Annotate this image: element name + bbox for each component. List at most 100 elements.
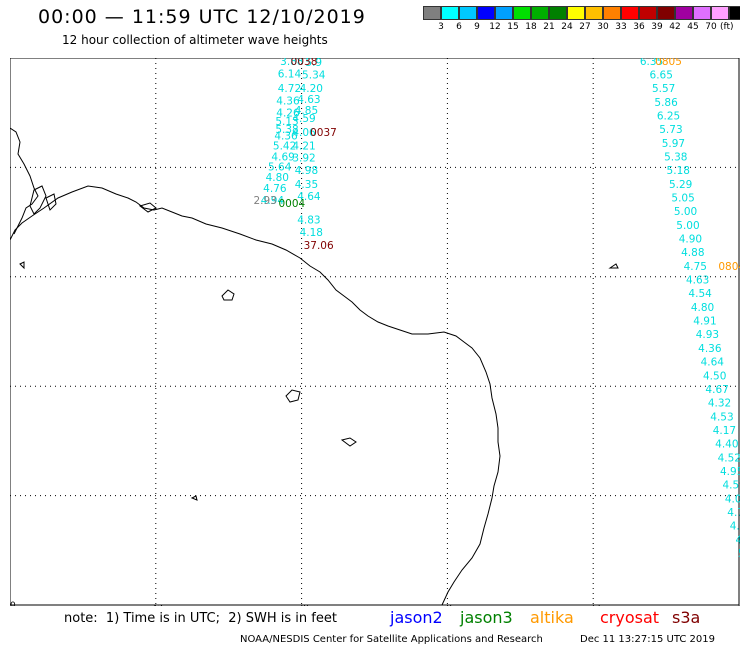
wave-height-label: 4.40 (715, 439, 738, 451)
island-2 (285, 389, 301, 403)
scale-label: 39 (651, 22, 663, 32)
wave-height-label: 4.75 (684, 261, 707, 273)
plot-frame (10, 58, 740, 606)
scale-label: 15 (507, 22, 519, 32)
scale-label: 36 (633, 22, 645, 32)
wave-height-label: 4.17 (713, 425, 736, 437)
wave-height-label: 5.05 (671, 192, 694, 204)
wave-height-label: 4.93 (696, 329, 719, 341)
scale-swatch (459, 6, 477, 20)
wave-height-label: 4.50 (703, 370, 726, 382)
coastline-bay-detail (10, 127, 39, 235)
wave-height-label: 4.32 (708, 398, 731, 410)
wave-height-label: 37.06 (304, 240, 334, 252)
coastline (10, 127, 619, 606)
wave-height-label: 4.36 (698, 343, 722, 355)
scale-swatch (567, 6, 585, 20)
wave-height-label: 4.91 (693, 316, 716, 328)
scale-swatch (693, 6, 711, 20)
legend-cryosat: cryosat (600, 608, 660, 627)
wave-height-label: 5.0 (738, 548, 740, 560)
scale-swatch (423, 6, 441, 20)
wave-height-label: 4.95 (720, 466, 740, 478)
wave-height-label: 3.88 (280, 58, 303, 68)
scale-label: 42 (669, 22, 681, 32)
wave-height-label: 4.98 (295, 165, 318, 177)
y-tick-label: -10 (10, 601, 16, 606)
wave-height-label: 5.64 (268, 161, 292, 173)
map-subtitle: 12 hour collection of altimeter wave hei… (62, 33, 328, 47)
wave-height-label: 5.13 (275, 116, 298, 128)
footer-note: note: 1) Time is in UTC; 2) SWH is in fe… (64, 611, 337, 626)
island-4 (190, 495, 198, 501)
x-tick-label: -36 (440, 604, 455, 606)
wave-height-label: 5.38 (275, 124, 298, 136)
wave-height-label: 4.02 (725, 493, 740, 505)
wave-height-label: 5.9 (305, 58, 322, 69)
pass-time-label: 0004 (279, 198, 306, 210)
scale-label: 30 (597, 22, 609, 32)
wave-height-label: 4.06 (292, 127, 316, 139)
x-tick-label: -30 (732, 604, 740, 606)
wave-height-label: 4.21 (292, 141, 315, 153)
scale-swatch (729, 6, 740, 20)
legend-s3a: s3a (672, 608, 701, 627)
wave-height-label: 4.85 (295, 105, 318, 117)
x-tick-label: -39 (294, 604, 309, 606)
wave-height-label: 5.00 (674, 206, 697, 218)
scale-swatch (441, 6, 459, 20)
pass-time-label: 0037 (310, 127, 337, 139)
pass-time-label: 0804 (718, 261, 740, 273)
wave-height-label: 4.59 (292, 113, 315, 125)
wave-height-label: 4.35 (295, 179, 318, 191)
scale-label: 12 (489, 22, 501, 32)
wave-height-label: 4.64 (297, 191, 321, 203)
wave-height-label: 4.88 (681, 247, 704, 259)
scale-swatch (603, 6, 621, 20)
wave-height-label: 4.63 (297, 94, 320, 106)
scale-label: 6 (456, 22, 462, 32)
wave-height-label: 4.9 (736, 534, 740, 546)
scale-swatch (585, 6, 603, 20)
scale-label: 18 (525, 22, 537, 32)
wave-height-label: 5.38 (664, 151, 687, 163)
scale-label: 70 (705, 22, 717, 32)
wave-height-label: 4.80 (266, 172, 289, 184)
axis-labels: -45-42-39-36-33-300-2-4-6-8-10 (10, 273, 740, 606)
island-6 (608, 263, 619, 269)
x-tick-label: -33 (586, 604, 601, 606)
wave-height-label: 6.35 (640, 58, 663, 68)
color-scale-swatches (423, 6, 740, 20)
wave-height-label: 4.73 (727, 507, 740, 519)
scale-swatch (495, 6, 513, 20)
scale-label: 45 (687, 22, 699, 32)
wave-height-label: 4.67 (705, 384, 728, 396)
scale-label: 9 (474, 22, 480, 32)
map-title: 00:00 — 11:59 UTC 12/10/2019 (38, 6, 366, 28)
wave-height-label: 5.18 (667, 165, 690, 177)
wave-height-label: 4.94 (261, 195, 285, 207)
credit-line: NOAA/NESDIS Center for Satellite Applica… (240, 634, 543, 645)
scale-swatch (711, 6, 729, 20)
wave-height-label: 4.76 (263, 183, 287, 195)
wave-height-label: 5.42 (273, 141, 296, 153)
wave-height-label: 3.92 (292, 153, 315, 165)
wave-height-label: 4.18 (300, 227, 323, 239)
wave-height-label: 2.93 (253, 195, 276, 207)
legend-jason2: jason2 (390, 608, 443, 627)
wave-height-label: 5.73 (659, 124, 682, 136)
wave-height-label: 4.20 (300, 83, 323, 95)
scale-swatch (657, 6, 675, 20)
wave-height-label: 5.86 (654, 97, 678, 109)
legend-altika: altika (530, 608, 574, 627)
wave-height-label: 6.65 (650, 69, 673, 81)
scale-swatch (675, 6, 693, 20)
island-5 (19, 261, 25, 270)
wave-height-label: 4.26 (276, 108, 300, 120)
pass-time-label: 0038 (291, 58, 318, 68)
island-1 (221, 289, 235, 301)
color-scale-labels: 3 6 9 12 15 18 21 24 27 30 33 36 39 42 45 70 (ft) (423, 22, 740, 32)
island-3 (340, 437, 357, 447)
wave-height-label: 4.59 (722, 480, 740, 492)
scale-label: 33 (615, 22, 627, 32)
